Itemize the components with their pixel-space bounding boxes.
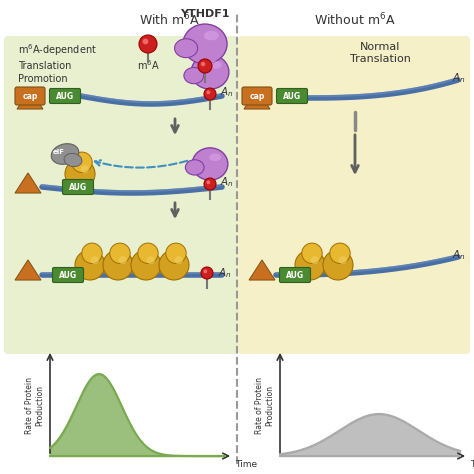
Polygon shape — [15, 260, 41, 280]
FancyBboxPatch shape — [276, 89, 308, 103]
Text: Normal
Translation: Normal Translation — [349, 42, 410, 64]
Circle shape — [119, 256, 127, 264]
Circle shape — [204, 88, 216, 100]
Circle shape — [339, 256, 347, 264]
Ellipse shape — [183, 24, 227, 64]
Polygon shape — [15, 173, 41, 193]
Text: cap: cap — [249, 91, 264, 100]
FancyBboxPatch shape — [53, 267, 83, 283]
Text: Time: Time — [235, 460, 257, 469]
Circle shape — [201, 267, 213, 279]
Text: A$_n$: A$_n$ — [220, 175, 234, 189]
Circle shape — [139, 35, 157, 53]
Ellipse shape — [209, 61, 222, 69]
FancyBboxPatch shape — [242, 87, 272, 105]
Circle shape — [311, 256, 319, 264]
Text: m$^6$A-dependent
Translation
Promotion: m$^6$A-dependent Translation Promotion — [18, 42, 97, 84]
Text: A$_n$: A$_n$ — [452, 71, 466, 85]
Ellipse shape — [64, 154, 82, 166]
Text: A$_n$: A$_n$ — [220, 85, 234, 99]
Circle shape — [143, 38, 148, 45]
Circle shape — [131, 250, 161, 280]
Circle shape — [323, 250, 353, 280]
FancyBboxPatch shape — [4, 36, 238, 354]
FancyBboxPatch shape — [15, 87, 45, 105]
Circle shape — [330, 243, 350, 264]
Circle shape — [175, 256, 183, 264]
Circle shape — [204, 178, 216, 190]
Circle shape — [302, 243, 322, 264]
Circle shape — [206, 91, 210, 94]
FancyBboxPatch shape — [63, 180, 93, 194]
Text: A$_n$: A$_n$ — [218, 266, 232, 280]
Circle shape — [91, 256, 99, 264]
Text: cap: cap — [22, 91, 38, 100]
Text: AUG: AUG — [69, 182, 87, 191]
Circle shape — [72, 152, 92, 173]
Ellipse shape — [184, 67, 204, 84]
Circle shape — [206, 181, 210, 184]
Ellipse shape — [174, 39, 198, 58]
Circle shape — [166, 243, 186, 264]
Polygon shape — [244, 89, 270, 109]
Text: Time: Time — [470, 460, 474, 469]
Circle shape — [138, 243, 158, 264]
Circle shape — [75, 250, 105, 280]
Text: YTHDF1: YTHDF1 — [180, 9, 230, 19]
Ellipse shape — [51, 144, 79, 164]
Text: With m$^6$A: With m$^6$A — [139, 12, 201, 28]
Text: Rate of Protein
Production: Rate of Protein Production — [255, 377, 274, 435]
FancyBboxPatch shape — [238, 36, 470, 354]
Text: eIF: eIF — [53, 149, 65, 155]
Text: AUG: AUG — [283, 91, 301, 100]
Ellipse shape — [209, 154, 221, 161]
Circle shape — [65, 159, 95, 189]
Ellipse shape — [191, 55, 229, 89]
Circle shape — [201, 62, 205, 66]
Text: m$^6$A: m$^6$A — [137, 58, 159, 72]
Text: Without m$^6$A: Without m$^6$A — [314, 12, 396, 28]
FancyBboxPatch shape — [49, 89, 81, 103]
Ellipse shape — [185, 160, 204, 175]
Circle shape — [103, 250, 133, 280]
Circle shape — [82, 243, 102, 264]
Text: Rate of Protein
Production: Rate of Protein Production — [25, 377, 44, 435]
Circle shape — [198, 59, 212, 73]
Circle shape — [159, 250, 189, 280]
Text: AUG: AUG — [59, 271, 77, 280]
Circle shape — [81, 165, 89, 173]
FancyBboxPatch shape — [280, 267, 310, 283]
Ellipse shape — [204, 31, 219, 40]
Circle shape — [110, 243, 130, 264]
Polygon shape — [17, 89, 43, 109]
Circle shape — [203, 269, 207, 273]
Text: A$_n$: A$_n$ — [452, 248, 466, 262]
Text: AUG: AUG — [56, 91, 74, 100]
Polygon shape — [249, 260, 275, 280]
Circle shape — [295, 250, 325, 280]
Text: AUG: AUG — [286, 271, 304, 280]
Ellipse shape — [192, 148, 228, 180]
Circle shape — [147, 256, 155, 264]
